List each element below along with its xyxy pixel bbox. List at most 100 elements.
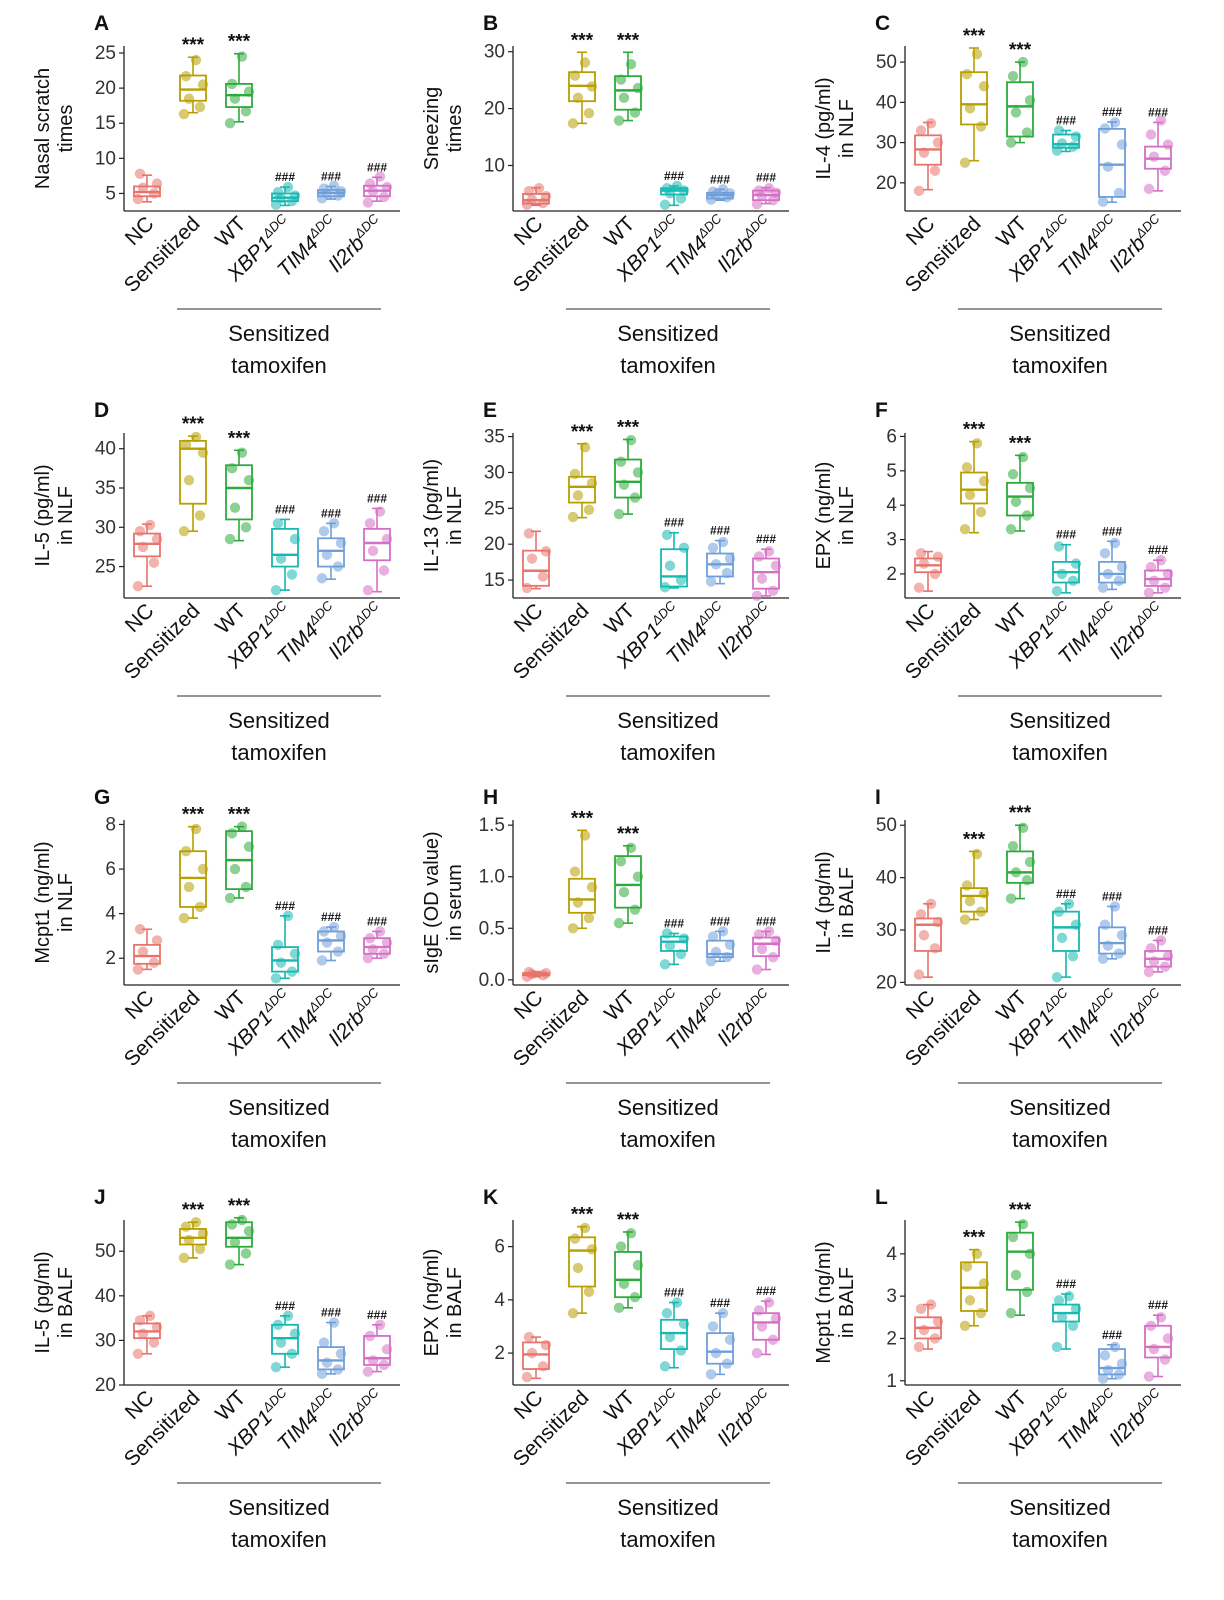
y-tick-label: 15: [95, 113, 116, 134]
data-point: [1148, 1343, 1160, 1355]
data-point: [1070, 919, 1082, 930]
y-axis-label-line: in serum: [444, 864, 466, 941]
data-point: [721, 951, 733, 963]
significance-stars: ***: [571, 30, 594, 51]
significance-hash: ###: [1148, 105, 1168, 119]
data-point: [1155, 115, 1167, 126]
panel-E: E IL-13 (pg/ml)in NLF 15 20 25 30 35 NC *** Sensi…: [421, 399, 789, 765]
y-axis-label: IL-4 (pg/ml)in NLF: [813, 77, 858, 179]
data-point: [1067, 950, 1079, 962]
panel-K: K EPX (ng/ml)in BALF 2 4 6 NC *** Sensitized ***…: [421, 1186, 789, 1552]
x-category-label: WT: [992, 212, 1031, 251]
data-point: [224, 533, 236, 545]
x-category-name: NC: [902, 1386, 940, 1424]
group-label-line1: Sensitized: [228, 708, 330, 733]
data-point: [756, 1321, 768, 1332]
data-point: [289, 1328, 301, 1339]
y-axis-label-line: in BALF: [836, 867, 858, 938]
data-point: [1143, 1371, 1155, 1382]
y-axis-label-line: EPX (ng/ml): [421, 1249, 443, 1357]
data-point: [572, 92, 584, 103]
box-sensitized: [959, 1248, 990, 1331]
group-label-line2: tamoxifen: [620, 1527, 715, 1552]
data-point: [1024, 482, 1036, 494]
box-xbp1: [270, 910, 301, 984]
y-tick-label: 5: [105, 183, 116, 204]
significance-hash: ###: [367, 1308, 387, 1322]
data-point: [1162, 568, 1174, 580]
box-sensitized: [959, 848, 990, 925]
group-label-line1: Sensitized: [1009, 1095, 1111, 1120]
data-point: [1070, 1303, 1082, 1315]
panel-letter: K: [483, 1186, 498, 1209]
box-iqr: [1098, 561, 1126, 584]
data-point: [707, 931, 719, 942]
data-point: [275, 553, 287, 564]
data-point: [180, 439, 192, 450]
box-iqr: [1006, 1231, 1034, 1291]
y-tick-label: 30: [95, 517, 116, 538]
y-axis-label-line: IL-4 (pg/ml): [813, 851, 835, 953]
y-tick-label: 25: [95, 43, 116, 64]
box-wt: [613, 434, 644, 520]
data-point: [925, 898, 937, 910]
data-point: [381, 1344, 393, 1355]
data-point: [961, 462, 973, 473]
significance-stars: ***: [228, 32, 251, 53]
data-point: [137, 946, 149, 957]
data-point: [1097, 582, 1109, 593]
data-point: [1021, 127, 1033, 138]
box-wt: [224, 51, 255, 129]
data-point: [572, 897, 584, 908]
box-iqr: [1052, 133, 1080, 149]
panel-F: F EPX (ng/ml)in NLF 2 3 4 5 6 NC *** Sensitized **…: [813, 399, 1181, 765]
data-point: [1159, 1354, 1171, 1365]
data-point: [929, 1333, 941, 1344]
significance-hash: ###: [367, 160, 387, 174]
y-tick-label: 40: [876, 92, 897, 113]
data-point: [925, 118, 937, 129]
data-point: [770, 1313, 782, 1324]
box-wt: [1005, 56, 1036, 148]
data-point: [151, 935, 163, 946]
significance-hash: ###: [756, 532, 776, 546]
x-category-label: NC: [121, 599, 159, 637]
data-point: [224, 892, 236, 904]
y-tick-label: 25: [484, 498, 505, 519]
x-category-name: NC: [902, 986, 940, 1024]
data-point: [613, 917, 625, 929]
x-category-name: WT: [600, 986, 639, 1025]
x-category-name: WT: [600, 1386, 639, 1425]
data-point: [671, 180, 683, 192]
data-point: [675, 193, 687, 204]
data-point: [151, 1321, 163, 1333]
data-point: [1159, 582, 1171, 593]
data-point: [523, 1331, 535, 1343]
box-sensitized: [178, 1217, 209, 1264]
data-point: [526, 553, 538, 564]
data-point: [1051, 971, 1063, 983]
data-point: [374, 1319, 386, 1330]
data-point: [678, 542, 690, 553]
x-category-label: WT: [600, 599, 639, 638]
box-iqr: [568, 1236, 596, 1288]
data-point: [540, 967, 552, 979]
group-label-line2: tamoxifen: [1012, 1527, 1107, 1552]
box-iqr: [752, 1312, 780, 1341]
data-point: [381, 533, 393, 545]
box-iqr: [614, 1251, 642, 1299]
data-point: [1102, 161, 1114, 172]
x-category-name: WT: [600, 599, 639, 638]
data-point: [236, 821, 248, 832]
data-point: [335, 930, 347, 942]
y-tick-label: 0.5: [479, 918, 505, 939]
data-point: [579, 1222, 591, 1234]
y-tick-label: 40: [95, 1286, 116, 1307]
data-point: [1113, 575, 1125, 587]
data-point: [364, 178, 376, 189]
data-point: [978, 475, 990, 487]
data-point: [569, 70, 581, 81]
x-category-label: NC: [902, 986, 940, 1024]
box-xbp1: [659, 928, 690, 970]
data-point: [533, 183, 545, 194]
